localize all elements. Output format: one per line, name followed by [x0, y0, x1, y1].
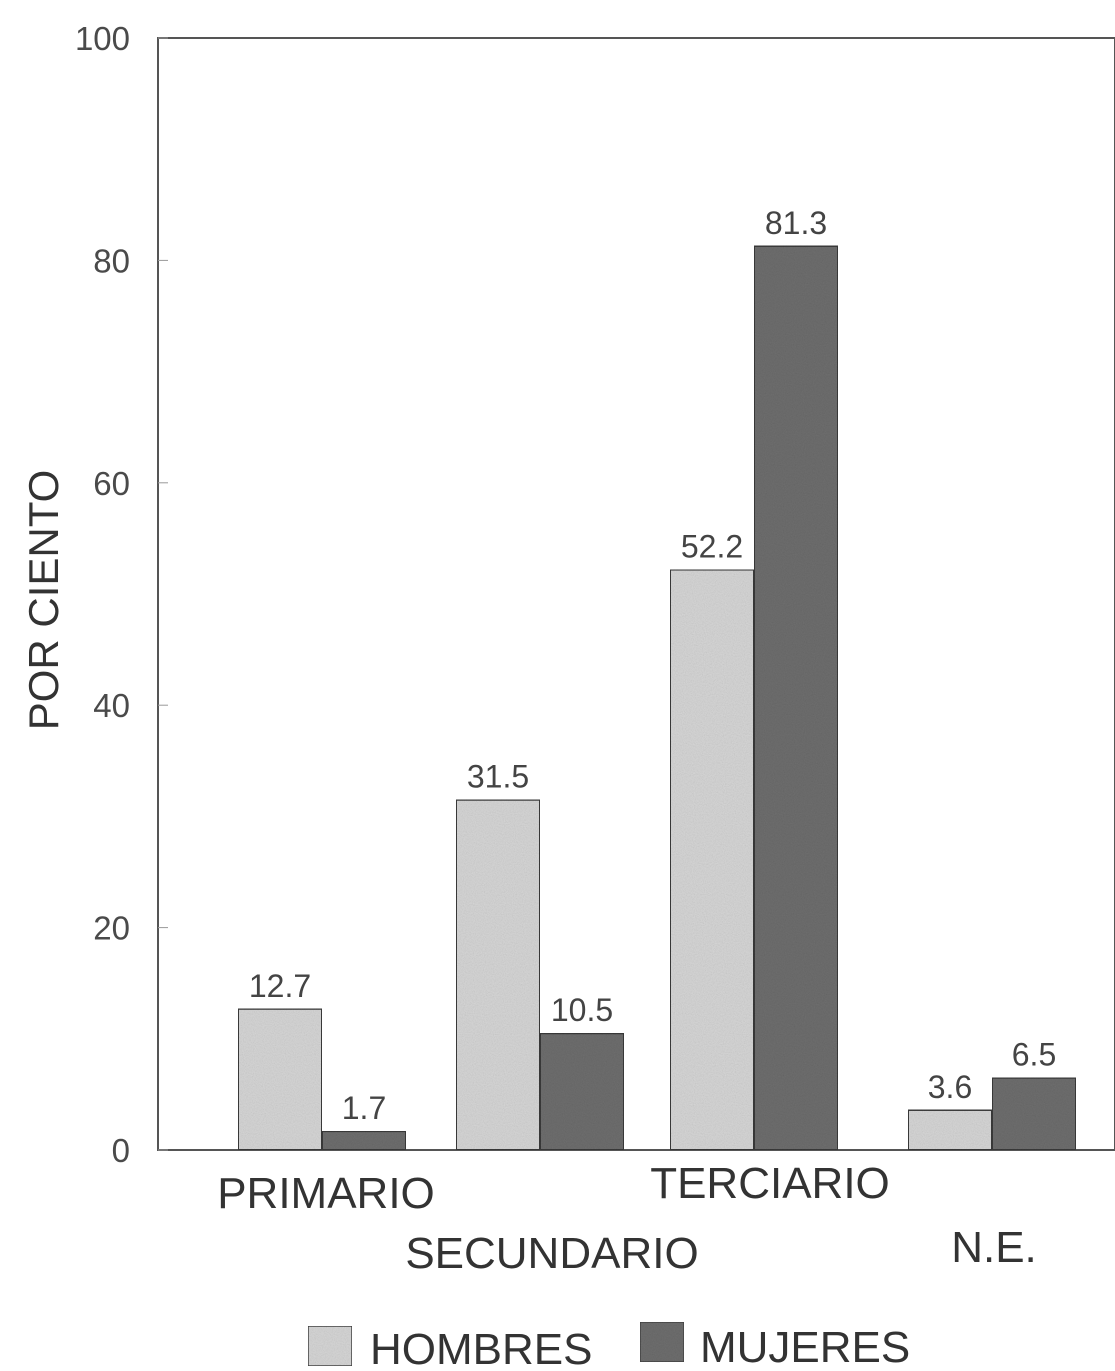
bars-group	[237, 244, 1077, 1152]
y-tick-label: 40	[93, 687, 130, 724]
value-label-hombres-1: 31.5	[467, 759, 529, 795]
category-label-1: SECUNDARIO	[405, 1229, 698, 1278]
category-labels-group: PRIMARIO SECUNDARIO TERCIARIO N.E.	[217, 1159, 1037, 1278]
value-label-hombres-2: 52.2	[681, 529, 743, 565]
legend-swatch-mujeres	[639, 1321, 685, 1363]
bar-mujeres-1	[539, 1032, 625, 1151]
bar-mujeres-2	[753, 244, 839, 1152]
bar-mujeres-0	[321, 1130, 407, 1151]
y-axis-title: POR CIENTO	[20, 470, 67, 731]
legend-item-mujeres: MUJERES	[639, 1321, 910, 1371]
bar-hombres-3	[907, 1108, 993, 1152]
value-labels-group: 12.7 31.5 52.2 3.6 1.7 10.5 81.3 6.5	[249, 205, 1056, 1126]
legend-swatch-hombres	[307, 1325, 353, 1367]
y-axis: 0 20 40 60 80 100	[75, 20, 168, 1169]
value-label-mujeres-0: 1.7	[342, 1090, 386, 1126]
value-label-mujeres-2: 81.3	[765, 205, 827, 241]
y-tick-label: 20	[93, 910, 130, 947]
value-label-mujeres-1: 10.5	[551, 992, 613, 1028]
bar-mujeres-3	[991, 1076, 1077, 1151]
value-label-mujeres-3: 6.5	[1012, 1037, 1056, 1073]
legend-label-hombres: HOMBRES	[370, 1325, 592, 1371]
legend: HOMBRES MUJERES	[307, 1321, 910, 1371]
plot-area-frame	[157, 37, 1115, 1151]
y-tick-label: 80	[93, 242, 130, 279]
value-label-hombres-0: 12.7	[249, 968, 311, 1004]
legend-item-hombres: HOMBRES	[307, 1325, 592, 1371]
category-label-3: N.E.	[951, 1223, 1037, 1272]
y-tick-label: 60	[93, 465, 130, 502]
y-tick-label: 0	[112, 1132, 130, 1169]
y-tick-label: 100	[75, 20, 130, 57]
bar-hombres-1	[455, 798, 541, 1151]
value-label-hombres-3: 3.6	[928, 1069, 972, 1105]
bar-hombres-0	[237, 1007, 323, 1151]
category-label-0: PRIMARIO	[217, 1169, 435, 1218]
bar-hombres-2	[669, 568, 755, 1151]
category-label-2: TERCIARIO	[650, 1159, 890, 1208]
legend-label-mujeres: MUJERES	[700, 1323, 910, 1371]
